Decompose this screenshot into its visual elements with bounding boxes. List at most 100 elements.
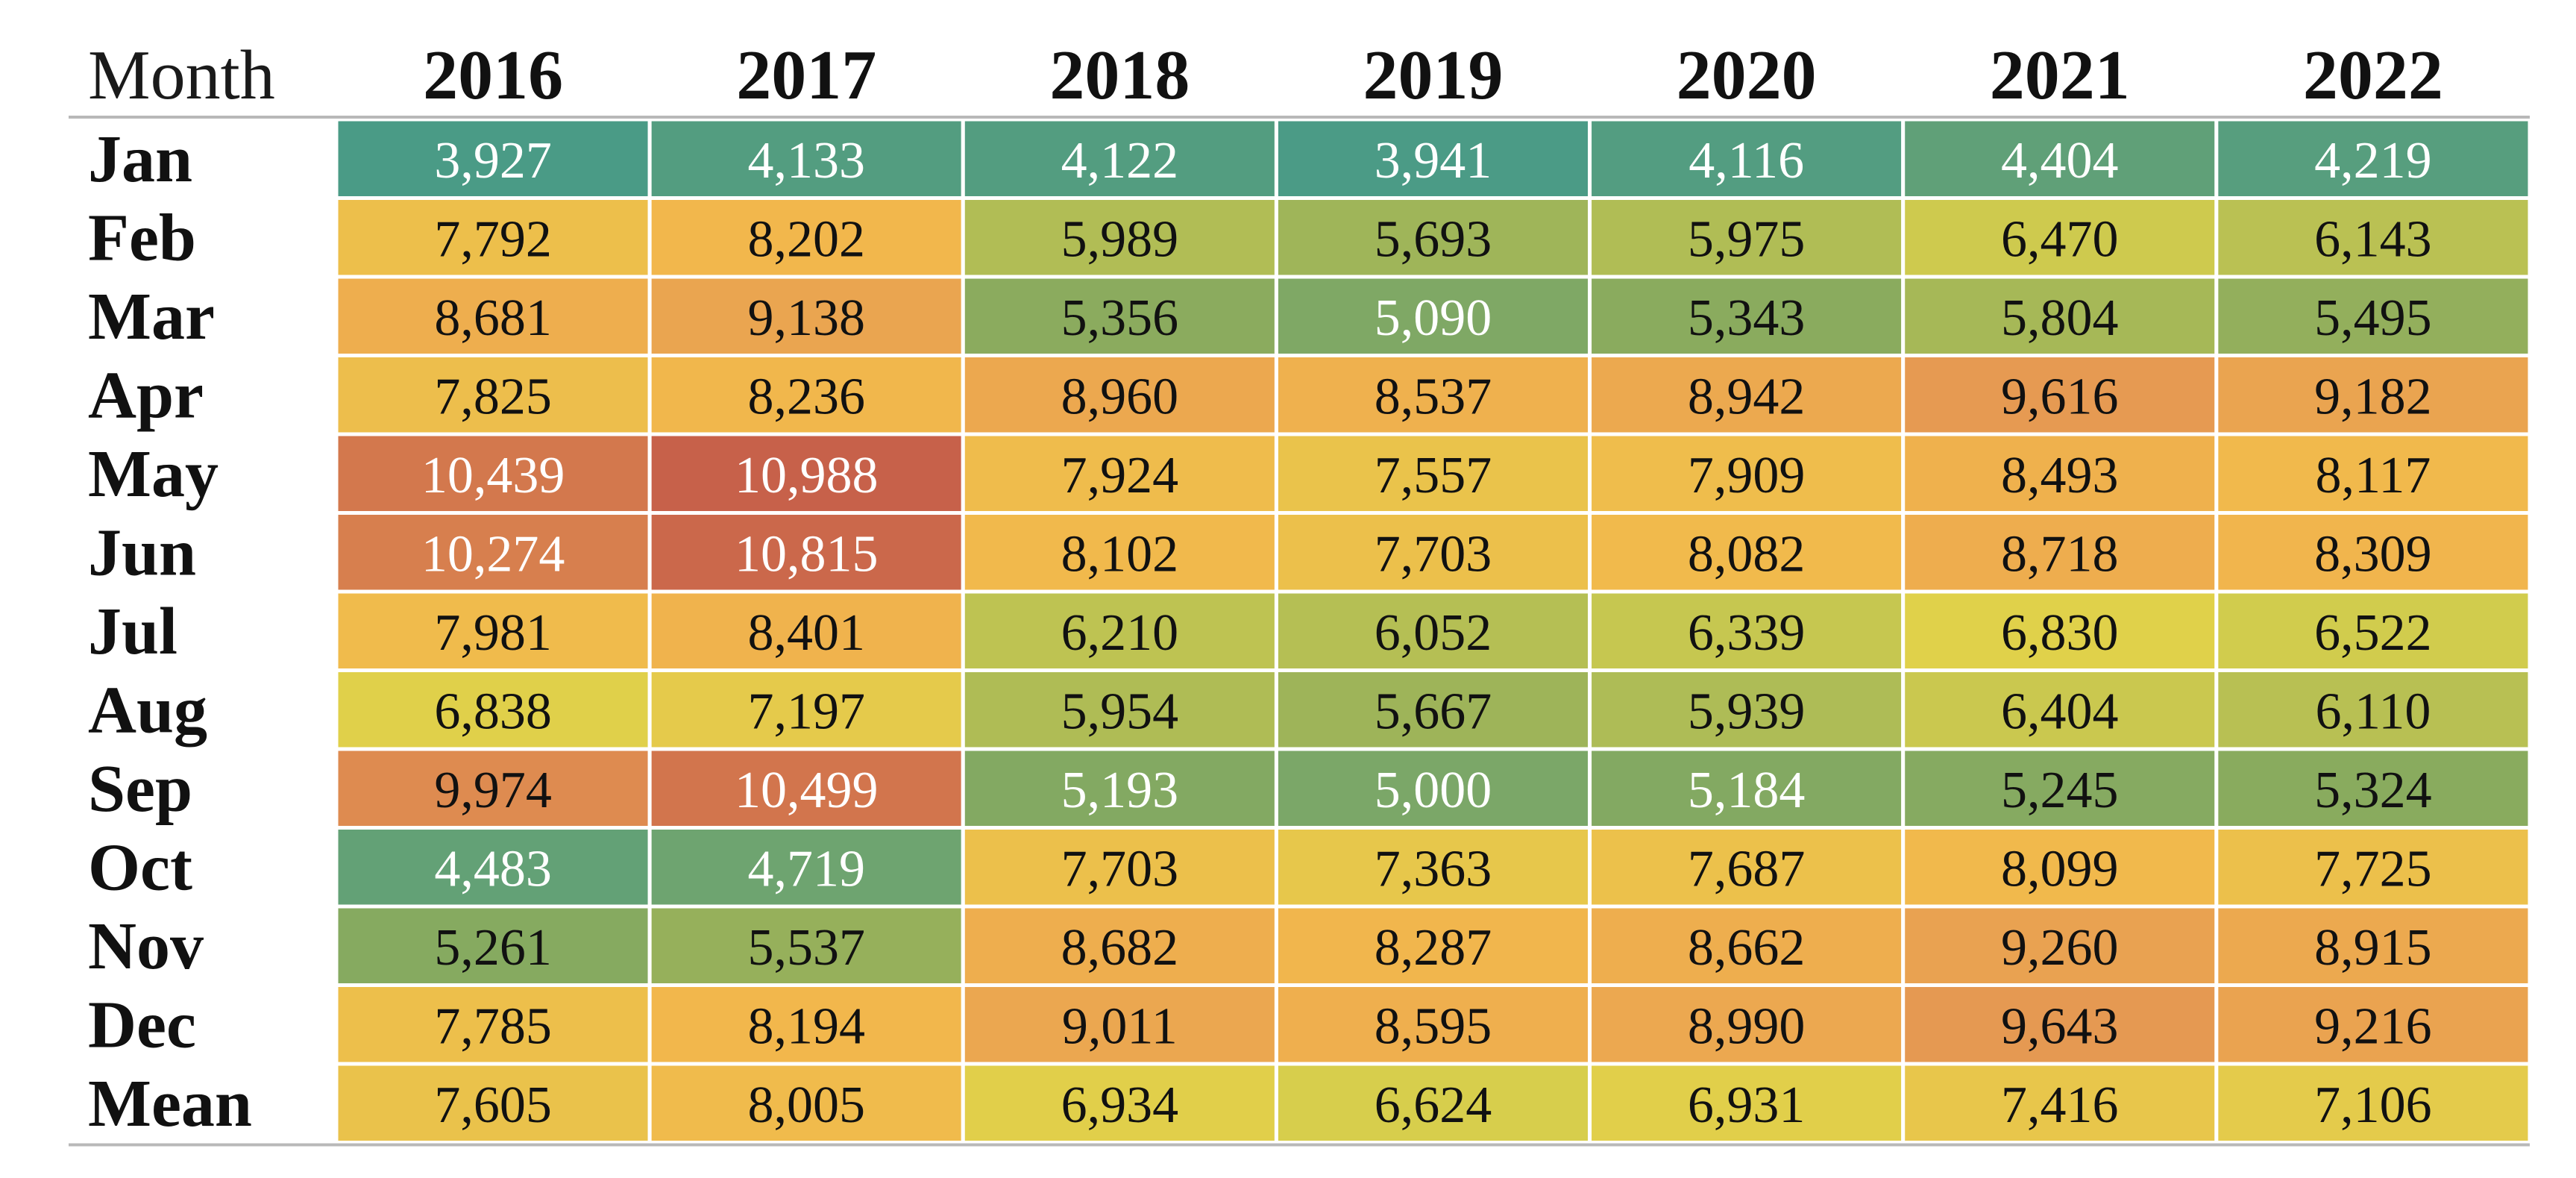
cell-value-jan-2017: 4,133 [747, 132, 865, 189]
cell-value-jan-2018: 4,122 [1061, 132, 1179, 189]
cell-value-jul-2022: 6,522 [2314, 604, 2432, 662]
cell-mean-2019 [1274, 1062, 1592, 1144]
cell-value-jun-2021: 8,718 [2001, 525, 2119, 583]
cell-dec-2016 [334, 983, 652, 1066]
cell-value-oct-2018: 7,703 [1061, 840, 1179, 897]
cell-value-apr-2021: 9,616 [2001, 368, 2119, 425]
cell-value-nov-2019: 8,287 [1375, 919, 1492, 977]
cell-jan-2016 [334, 117, 652, 200]
cell-value-dec-2016: 7,785 [434, 997, 552, 1055]
cell-value-nov-2016: 5,261 [434, 919, 552, 977]
cell-value-dec-2019: 8,595 [1375, 997, 1492, 1055]
row-label-jul: Jul [88, 595, 178, 668]
row-label-mar: Mar [88, 280, 215, 354]
cell-value-jan-2021: 4,404 [2001, 132, 2119, 189]
cell-value-feb-2018: 5,989 [1061, 210, 1179, 268]
row-label-nov: Nov [88, 909, 204, 983]
cell-value-mar-2020: 5,343 [1688, 289, 1806, 347]
row-label-may: May [88, 437, 219, 511]
cell-nov-2019 [1274, 904, 1592, 987]
cell-jul-2018 [961, 589, 1278, 672]
row-label-jan: Jan [88, 122, 192, 196]
cell-value-sep-2020: 5,184 [1688, 762, 1806, 819]
cell-jul-2021 [1901, 589, 2219, 672]
column-header-2016: 2016 [423, 37, 563, 114]
cell-value-oct-2019: 7,363 [1375, 840, 1492, 897]
cell-value-mar-2016: 8,681 [434, 289, 552, 347]
cell-value-mean-2016: 7,605 [434, 1077, 552, 1134]
cell-value-mean-2020: 6,931 [1688, 1077, 1806, 1134]
cell-value-mean-2021: 7,416 [2001, 1077, 2119, 1134]
cell-value-jan-2022: 4,219 [2314, 132, 2432, 189]
cell-value-oct-2022: 7,725 [2314, 840, 2432, 897]
cell-value-sep-2022: 5,324 [2314, 762, 2432, 819]
cell-value-may-2018: 7,924 [1061, 447, 1179, 504]
cell-feb-2018 [961, 196, 1278, 279]
row-label-oct: Oct [88, 830, 192, 904]
cell-feb-2022 [2214, 196, 2532, 279]
cell-value-sep-2016: 9,974 [434, 762, 552, 819]
row-label-dec: Dec [88, 988, 196, 1062]
cell-value-jul-2017: 8,401 [747, 604, 865, 662]
cell-oct-2018 [961, 826, 1278, 909]
cell-value-nov-2017: 5,537 [747, 919, 865, 977]
cell-apr-2017 [647, 354, 965, 436]
cell-value-aug-2019: 5,667 [1375, 683, 1492, 740]
cell-value-jul-2019: 6,052 [1375, 604, 1492, 662]
cell-value-apr-2017: 8,236 [747, 368, 865, 425]
cell-oct-2016 [334, 826, 652, 909]
cell-value-aug-2020: 5,939 [1688, 683, 1806, 740]
cell-apr-2016 [334, 354, 652, 436]
cell-value-jan-2019: 3,941 [1375, 132, 1492, 189]
cell-value-dec-2022: 9,216 [2314, 997, 2432, 1055]
cell-value-mar-2022: 5,495 [2314, 289, 2432, 347]
cell-value-dec-2020: 8,990 [1688, 997, 1806, 1055]
cell-sep-2018 [961, 747, 1278, 830]
cell-nov-2017 [647, 904, 965, 987]
cell-value-sep-2017: 10,499 [735, 762, 879, 819]
column-header-2019: 2019 [1363, 37, 1504, 114]
cell-jun-2017 [647, 511, 965, 594]
cell-aug-2020 [1588, 668, 1906, 751]
cell-value-jun-2018: 8,102 [1061, 525, 1179, 583]
cell-jun-2022 [2214, 511, 2532, 594]
cell-mar-2019 [1274, 275, 1592, 357]
cell-value-mar-2018: 5,356 [1061, 289, 1179, 347]
cell-value-may-2022: 8,117 [2315, 447, 2431, 504]
cell-value-feb-2016: 7,792 [434, 210, 552, 268]
cell-value-mar-2019: 5,090 [1375, 289, 1492, 347]
cell-value-jun-2016: 10,274 [421, 525, 565, 583]
cell-mean-2017 [647, 1062, 965, 1144]
cell-dec-2020 [1588, 983, 1906, 1066]
cell-value-apr-2019: 8,537 [1375, 368, 1492, 425]
cell-mean-2020 [1588, 1062, 1906, 1144]
cell-value-sep-2019: 5,000 [1375, 762, 1492, 819]
cell-jan-2017 [647, 117, 965, 200]
cell-mean-2018 [961, 1062, 1278, 1144]
row-label-feb: Feb [88, 201, 196, 275]
cell-value-nov-2022: 8,915 [2314, 919, 2432, 977]
cell-value-jul-2021: 6,830 [2001, 604, 2119, 662]
column-header-2021: 2021 [1990, 37, 2130, 114]
cell-value-aug-2016: 6,838 [434, 683, 552, 740]
cell-feb-2016 [334, 196, 652, 279]
cell-value-aug-2018: 5,954 [1061, 683, 1179, 740]
cell-nov-2022 [2214, 904, 2532, 987]
cell-may-2018 [961, 432, 1278, 515]
cell-jul-2019 [1274, 589, 1592, 672]
cell-aug-2021 [1901, 668, 2219, 751]
row-label-sep: Sep [88, 752, 192, 826]
cell-value-nov-2018: 8,682 [1061, 919, 1179, 977]
cell-value-mean-2017: 8,005 [747, 1077, 865, 1134]
cell-may-2016 [334, 432, 652, 515]
row-label-mean: Mean [88, 1067, 252, 1141]
cell-nov-2018 [961, 904, 1278, 987]
cell-value-aug-2017: 7,197 [747, 683, 865, 740]
cell-oct-2021 [1901, 826, 2219, 909]
cell-mar-2021 [1901, 275, 2219, 357]
cell-dec-2022 [2214, 983, 2532, 1066]
cell-value-sep-2018: 5,193 [1061, 762, 1179, 819]
cell-oct-2019 [1274, 826, 1592, 909]
cell-nov-2020 [1588, 904, 1906, 987]
cell-value-mean-2022: 7,106 [2314, 1077, 2432, 1134]
